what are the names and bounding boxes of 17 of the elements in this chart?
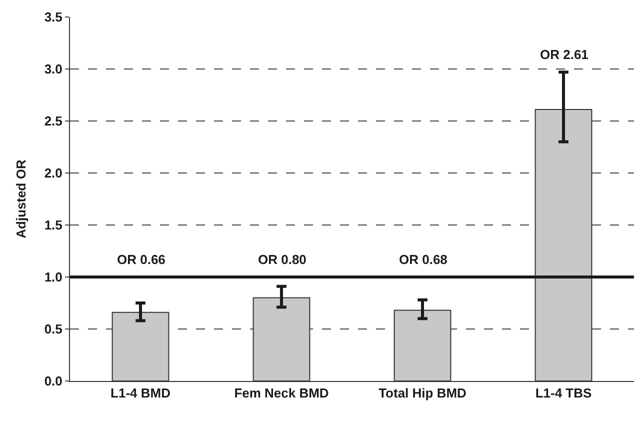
y-tick-label: 1.5 bbox=[44, 218, 62, 233]
annotation: OR 0.66 bbox=[117, 252, 166, 267]
y-tick-label: 1.0 bbox=[44, 270, 62, 285]
y-tick-label: 2.0 bbox=[44, 166, 62, 181]
y-tick-label: 0.5 bbox=[44, 322, 62, 337]
y-tick-label: 2.5 bbox=[44, 114, 62, 129]
y-axis-title: Adjusted OR bbox=[13, 159, 28, 238]
annotation: OR 0.68 bbox=[399, 252, 448, 267]
x-tick-label: Total Hip BMD bbox=[378, 386, 466, 401]
y-tick-label: 0.0 bbox=[44, 374, 62, 389]
y-tick-label: 3.5 bbox=[44, 10, 62, 25]
x-tick-label: Fem Neck BMD bbox=[234, 386, 329, 401]
x-tick-label: L1-4 TBS bbox=[535, 386, 592, 401]
annotation: OR 2.61 bbox=[540, 47, 588, 62]
annotation: OR 0.80 bbox=[258, 252, 306, 267]
y-tick-label: 3.0 bbox=[44, 62, 62, 77]
x-tick-label: L1-4 BMD bbox=[110, 386, 170, 401]
